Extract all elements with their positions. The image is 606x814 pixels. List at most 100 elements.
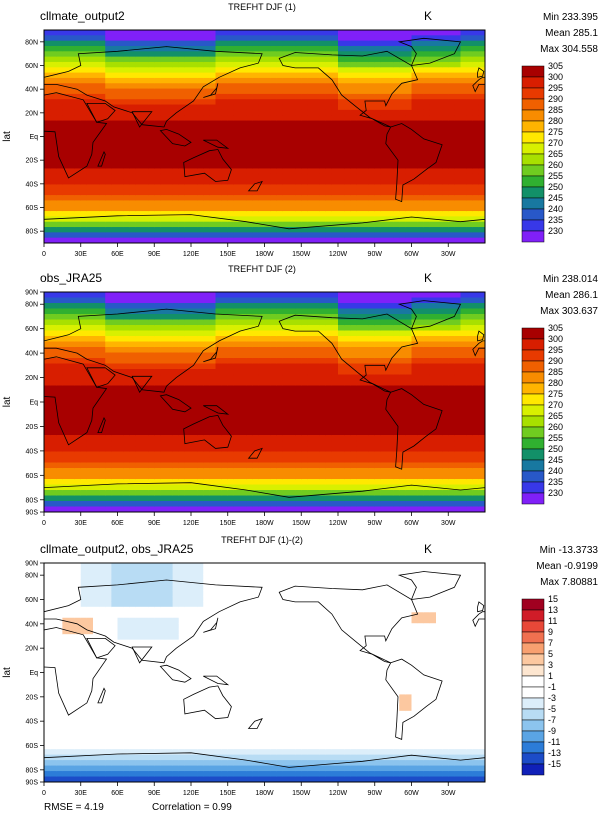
field-cell: [111, 347, 119, 354]
field-cell: [117, 303, 125, 310]
field-cell: [429, 67, 437, 74]
field-cell: [44, 446, 51, 453]
field-cell: [393, 131, 400, 138]
field-cell: [142, 369, 149, 376]
field-cell: [74, 157, 82, 164]
field-cell: [62, 195, 70, 201]
field-cell: [246, 35, 253, 42]
field-cell: [325, 120, 333, 127]
field-cell: [338, 136, 345, 143]
field-cell: [166, 40, 174, 47]
colorbar-label: 250: [548, 182, 563, 192]
field-cell: [172, 418, 180, 425]
field-cell: [325, 131, 333, 138]
field-cell: [154, 435, 161, 442]
field-cell: [203, 189, 210, 196]
field-cell: [221, 51, 229, 58]
field-cell: [129, 468, 137, 475]
field-cell: [252, 93, 259, 100]
field-cell: [184, 125, 192, 132]
field-cell: [331, 221, 339, 228]
field-cell: [282, 418, 290, 425]
field-cell: [80, 424, 88, 431]
field-cell: [99, 325, 106, 332]
field-cell: [289, 462, 296, 469]
field-cell: [172, 380, 180, 387]
field-cell: [117, 184, 125, 191]
field-cell: [68, 380, 76, 387]
field-cell: [154, 88, 161, 95]
field-cell: [331, 88, 339, 95]
field-cell: [374, 136, 382, 143]
field-cell: [301, 347, 308, 354]
field-cell: [111, 479, 119, 486]
field-cell: [50, 374, 57, 381]
field-cell: [105, 45, 112, 52]
field-cell: [289, 93, 296, 100]
field-cell: [307, 30, 315, 36]
field-cell: [240, 462, 247, 469]
field-cell: [374, 141, 382, 148]
field-cell: [197, 347, 204, 354]
field-cell: [387, 195, 394, 201]
field-cell: [184, 501, 192, 508]
field-cell: [338, 205, 345, 212]
field-cell: [436, 152, 443, 159]
field-cell: [93, 157, 100, 164]
field-cell: [154, 109, 161, 116]
field-cell: [117, 473, 125, 480]
field-cell: [148, 179, 155, 186]
field-cell: [68, 314, 76, 321]
field-cell: [301, 99, 308, 106]
field-cell: [270, 77, 278, 84]
field-cell: [233, 109, 241, 116]
field-cell: [331, 227, 339, 233]
field-cell: [111, 109, 119, 116]
field-cell: [270, 104, 278, 111]
chart-panel-1: 0 30E 60E 90E 120E 150E 180W 150W 120W 90W 60W 30W8…: [2, 2, 598, 258]
field-cell: [344, 136, 351, 143]
field-cell: [368, 211, 376, 217]
field-cell: [191, 330, 198, 337]
field-cell: [423, 51, 431, 58]
field-cell: [295, 292, 302, 299]
field-cell: [93, 490, 100, 497]
field-cell: [307, 211, 315, 217]
field-cell: [203, 67, 210, 74]
field-cell: [307, 168, 315, 175]
field-cell: [289, 61, 296, 68]
field-cell: [338, 72, 345, 79]
field-cell: [307, 457, 315, 464]
field-cell: [240, 385, 247, 392]
field-cell: [215, 424, 223, 431]
field-cell: [478, 141, 485, 148]
field-cell: [423, 195, 431, 201]
field-cell: [325, 147, 333, 154]
field-cell: [86, 232, 94, 239]
field-cell: [166, 418, 174, 425]
field-cell: [105, 136, 112, 143]
field-cell: [344, 179, 351, 186]
field-cell: [172, 308, 180, 315]
field-cell: [129, 61, 137, 68]
field-cell: [166, 336, 174, 343]
field-cell: [233, 314, 241, 321]
field-cell: [221, 195, 229, 201]
field-cell: [264, 473, 272, 480]
field-cell: [252, 308, 259, 315]
field-cell: [117, 136, 125, 143]
field-cell: [374, 35, 382, 42]
field-cell: [62, 462, 70, 469]
field-cell: [123, 391, 131, 398]
field-cell: [325, 99, 333, 106]
field-cell: [221, 330, 229, 337]
field-cell: [380, 99, 388, 106]
colorbar-label: 275: [548, 127, 563, 137]
field-cell: [307, 407, 315, 414]
field-cell: [178, 115, 186, 122]
field-cell: [111, 407, 119, 414]
colorbar-label: 300: [548, 72, 563, 82]
field-cell: [380, 205, 388, 212]
field-cell: [172, 93, 180, 100]
field-cell: [227, 369, 235, 376]
